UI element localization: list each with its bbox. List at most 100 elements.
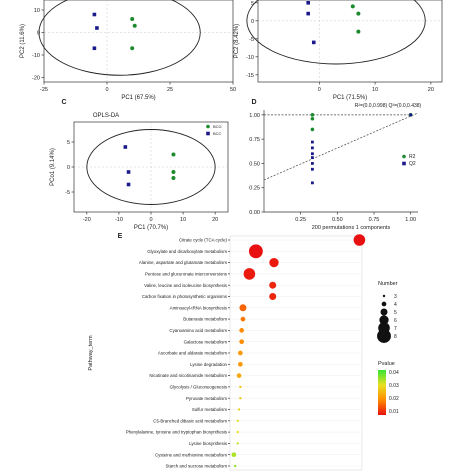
panel-d-point: [311, 140, 314, 144]
panel-e-size-legend-dot: [379, 315, 389, 325]
panel-d-point: [310, 127, 315, 132]
panel-e-size-legend-label: 8: [394, 334, 397, 340]
panel-b-point: [356, 11, 361, 16]
panel-label-d: D: [251, 99, 256, 106]
panel-e-point: [243, 268, 256, 280]
panel-e-point: [239, 339, 244, 345]
panel-c-point: [126, 170, 131, 174]
panel-d-legend-swatch: [402, 154, 406, 159]
panel-a-ytick-label: -10: [32, 53, 40, 59]
panel-a-ylabel: PC2 (11.6%): [20, 24, 26, 58]
panel-e-category-label: Valine, leucine and isoleucine biosynthe…: [144, 283, 228, 288]
panel-d-point: [310, 113, 315, 117]
panel-e-size-legend-dot: [381, 301, 387, 307]
panel-e-point: [240, 316, 246, 322]
panel-e-category-label: C5-Branched dibasic acid metabolism: [153, 418, 227, 423]
panel-d-legend-label: Q2: [409, 161, 416, 167]
panel-a-ytick-label: -20: [32, 76, 40, 82]
panel-d-xtick-label: 1.00: [405, 217, 416, 223]
panel-b-ytick-label: -5: [249, 37, 254, 43]
panel-d-point: [311, 167, 314, 171]
panel-c-confidence-ellipse: [86, 129, 216, 205]
panel-c-point: [171, 152, 176, 157]
panel-e-color-legend-label: 0.03: [389, 383, 399, 389]
panel-e-color-bar: [378, 370, 386, 415]
panel-e-category-label: Butanoate metabolism: [183, 317, 227, 322]
panel-e-color-legend-label: 0.02: [389, 396, 399, 402]
panel-c-legend-label: BCC: [213, 131, 222, 136]
panel-a-xtick-label: 25: [167, 87, 173, 93]
panel-e-category-label: Lysine biosynthesis: [189, 441, 228, 446]
panel-a-point: [92, 12, 97, 17]
panel-e-color-legend-label: 0.04: [389, 370, 399, 376]
panel-e-point: [238, 350, 243, 356]
panel-e-point: [231, 452, 237, 458]
panel-e-category-label: Aminoacyl-tRNA biosynthesis: [170, 305, 228, 310]
panel-c-legend-label: BCG: [213, 124, 222, 129]
panel-e-size-legend-title: Number: [378, 281, 398, 287]
panel-c-title: OPLS-DA: [93, 113, 119, 119]
panel-d-ytick-label: 0.75: [249, 137, 260, 143]
panel-e-size-legend-label: 4: [394, 302, 397, 308]
panel-c-xtick-label: 0: [149, 217, 152, 223]
panel-b-point: [306, 11, 310, 16]
panel-e-point: [269, 281, 277, 289]
panel-b-ytick-label: 0: [251, 19, 254, 25]
panel-d-point: [311, 146, 314, 150]
panel-e-point: [248, 244, 263, 259]
panel-e-point: [353, 234, 366, 246]
panel-e-category-label: Pyruvate metabolism: [186, 396, 227, 401]
panel-c-ytick-label: -5: [65, 190, 70, 196]
panel-e-size-legend-label: 6: [394, 318, 397, 324]
panel-d-point: [311, 181, 314, 185]
panel-d-ytick-label: 0.50: [249, 161, 260, 167]
panel-e-point: [238, 361, 243, 367]
panel-d-title: R²=(0.0,0.998) Q²=(0.0,0.438): [355, 103, 422, 109]
panel-e-size-legend-dot: [382, 294, 386, 298]
panel-a-point: [130, 46, 135, 51]
panel-d-point: [311, 156, 314, 159]
panel-e-point: [236, 430, 239, 434]
panel-c-point: [126, 182, 131, 187]
panel-b-confidence-ellipse: [246, 0, 426, 65]
panel-e-category-label: Sulfur metabolism: [192, 407, 227, 412]
panel-d-ytick-label: 0.25: [249, 186, 260, 192]
panel-c-ytick-label: 0: [67, 165, 70, 171]
panel-d-ytick-label: 1.00: [249, 113, 260, 119]
panel-b-xtick-label: 20: [428, 87, 434, 93]
panel-e-category-label: Glycolysis / Gluconeogenesis: [170, 385, 228, 390]
panel-b-xtick-label: 0: [318, 87, 321, 93]
panel-e-category-label: Carbon fixation in photosynthetic organi…: [142, 294, 228, 299]
panel-a-point: [95, 26, 99, 30]
panel-d-point: [409, 113, 413, 117]
panel-a-ytick-label: 10: [34, 8, 40, 14]
panel-e-size-legend-dot: [377, 329, 391, 343]
panel-e-point: [239, 304, 247, 312]
panel-d-legend-swatch: [402, 161, 406, 166]
panel-a-ytick-label: 0: [37, 31, 40, 37]
panel-e-category-label: Lysine degradation: [190, 362, 227, 367]
panel-a-point: [132, 23, 137, 28]
panel-e-category-label: Cysteine and methionine metabolism: [155, 452, 227, 457]
panel-c-xtick-label: 20: [212, 217, 218, 223]
panel-d-q2-regression-line: [263, 112, 419, 181]
panel-e-color-legend-title: Pvalue: [378, 361, 395, 367]
panel-e-size-legend-label: 3: [394, 294, 397, 300]
panel-e-category-label: Phenylalanine, tyrosine and tryptophan b…: [126, 430, 228, 435]
panel-e-point: [233, 464, 237, 468]
panel-b-ylabel: PC2 (8.42%): [234, 24, 240, 58]
panel-e-size-legend-dot: [380, 308, 388, 316]
panel-b-ytick-label: -10: [246, 55, 254, 61]
panel-e-ylabel: Pathway_term: [88, 335, 94, 371]
panel-d-legend-label: R2: [409, 154, 416, 160]
panel-b-point: [311, 40, 316, 45]
panel-a-point: [130, 17, 135, 21]
panel-d-xtick-label: 0.75: [369, 217, 380, 223]
panel-b-ytick-label: -15: [246, 73, 254, 79]
panel-e-category-label: Citrate cycle (TCA cycle): [179, 238, 228, 243]
panel-d-point: [311, 162, 314, 165]
panel-b-xlabel: PC1 (71.5%): [333, 95, 367, 101]
panel-e-category-label: Ascorbate and aldarate metabolism: [158, 351, 227, 356]
panel-c-xtick-label: 10: [180, 217, 186, 223]
panel-e-category-label: Pentose and glucuronate interconversions: [145, 272, 228, 277]
